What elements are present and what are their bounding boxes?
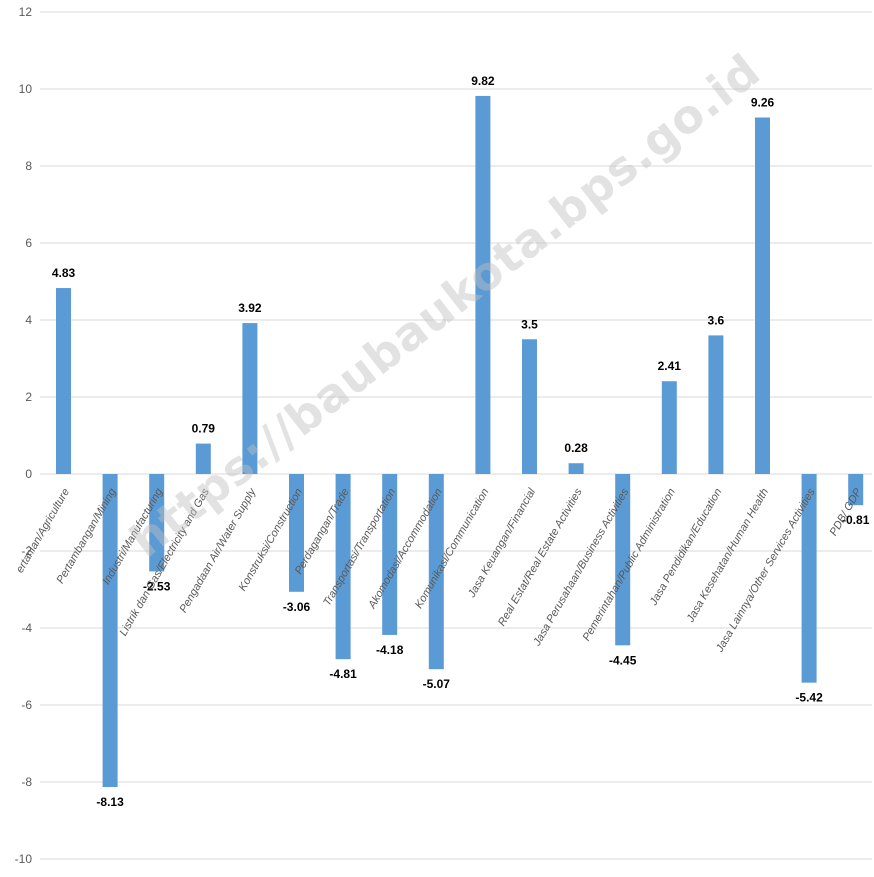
- y-tick-label: -10: [15, 852, 33, 866]
- data-label: 0.28: [564, 441, 588, 455]
- bar: [475, 95, 491, 475]
- category-label: Real Estat/Real Estate Activities: [496, 486, 585, 628]
- watermark-text: https://baubaukota.bps.go.id: [120, 43, 771, 568]
- data-label: -3.06: [283, 600, 311, 614]
- category-label: PDB/ GDP: [828, 486, 865, 538]
- data-label: -2.53: [143, 579, 171, 593]
- bars: [56, 95, 864, 788]
- bar: [661, 381, 677, 474]
- bar: [428, 474, 444, 670]
- category-label: ertanian/Agriculture: [14, 487, 72, 576]
- bar: [848, 474, 864, 506]
- y-tick-label: -6: [21, 698, 32, 712]
- data-label: -0.81: [842, 513, 870, 527]
- bar: [195, 443, 211, 474]
- data-label: -4.81: [329, 667, 357, 681]
- y-tick-label: 10: [19, 82, 33, 96]
- data-label: 3.5: [521, 317, 538, 331]
- bar: [102, 474, 118, 788]
- y-tick-label: 2: [25, 390, 32, 404]
- y-tick-label: 12: [19, 5, 33, 19]
- bar: [522, 339, 537, 474]
- category-label: Jasa Kesehatan/Human Health: [684, 487, 771, 626]
- data-label: -5.07: [423, 677, 451, 691]
- bar: [149, 474, 165, 572]
- gridlines: [40, 11, 872, 860]
- bar: [615, 474, 631, 646]
- y-tick-label: -4: [21, 621, 32, 635]
- bar: [335, 474, 351, 660]
- y-tick-label: 6: [25, 236, 32, 250]
- data-label: -8.13: [96, 795, 124, 809]
- data-label: 9.26: [751, 95, 775, 109]
- y-tick-label: 4: [25, 313, 32, 327]
- data-label: -4.45: [609, 653, 637, 667]
- data-label: -5.42: [795, 691, 823, 705]
- bar: [56, 288, 71, 474]
- y-tick-label: 0: [25, 467, 32, 481]
- data-label: 4.83: [52, 266, 76, 280]
- data-label: 2.41: [658, 359, 682, 373]
- bar: [382, 474, 398, 635]
- bar: [242, 323, 258, 474]
- bar: [708, 335, 724, 474]
- y-tick-label: -2: [21, 544, 32, 558]
- y-tick-label: 8: [25, 159, 32, 173]
- y-axis-ticks: 12 10 8 6 4 2 0 -2 -4 -6 -8 -10: [15, 5, 33, 866]
- bar: [568, 463, 584, 474]
- data-label: 3.6: [708, 313, 725, 327]
- bar: [289, 474, 304, 592]
- bar: [755, 117, 770, 475]
- data-label: 0.79: [192, 422, 216, 436]
- bar: [801, 474, 817, 683]
- y-tick-label: -8: [21, 775, 32, 789]
- data-label: -4.18: [376, 643, 404, 657]
- data-label: 9.82: [471, 74, 495, 88]
- data-label: 3.92: [238, 301, 262, 315]
- data-labels: 4.83 -8.13 -2.53 0.79 3.92 -3.06 -4.81 -4.18 -5.…: [52, 74, 870, 809]
